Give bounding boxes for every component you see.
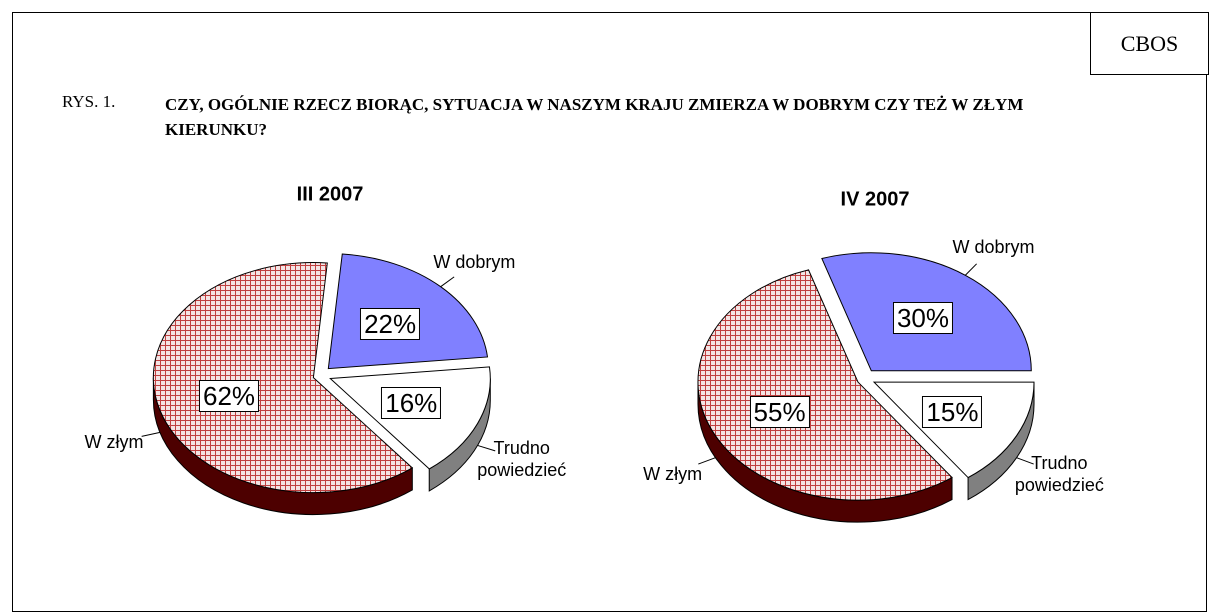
pie-title: IV 2007 [840, 188, 910, 211]
slice [872, 381, 1035, 479]
leader-line [440, 276, 455, 288]
page: CBOS RYS. 1. CZY, OGÓLNIE RZECZ BIORĄC, … [12, 12, 1209, 612]
source: CBOS [1090, 12, 1209, 75]
category-label: Trudno powiedzieć [1014, 452, 1104, 495]
category-label: W złym [643, 463, 703, 484]
figure-title: CZY, OGÓLNIE RZECZ BIORĄC, SYTUACJA W NA… [165, 95, 1024, 139]
slice [152, 262, 414, 494]
leader-line [477, 444, 496, 452]
leader-line [1016, 457, 1034, 465]
category-label: Trudno powiedzieć [477, 437, 567, 480]
slice [697, 269, 953, 501]
value-label: 15% [922, 395, 983, 428]
value-label: 30% [892, 302, 954, 335]
category-label: W dobrym [433, 252, 516, 273]
leader-line [698, 457, 716, 465]
value-label: 55% [749, 395, 810, 428]
figure-number: RYS. 1. [62, 92, 116, 111]
leader-line [141, 431, 161, 437]
category-label: W dobrym [952, 236, 1035, 257]
pie-title: III 2007 [296, 183, 364, 206]
category-label: W złym [84, 432, 144, 453]
value-label: 62% [199, 379, 260, 412]
value-label: 16% [381, 387, 442, 420]
leader-line [964, 263, 977, 276]
value-label: 22% [360, 307, 421, 340]
